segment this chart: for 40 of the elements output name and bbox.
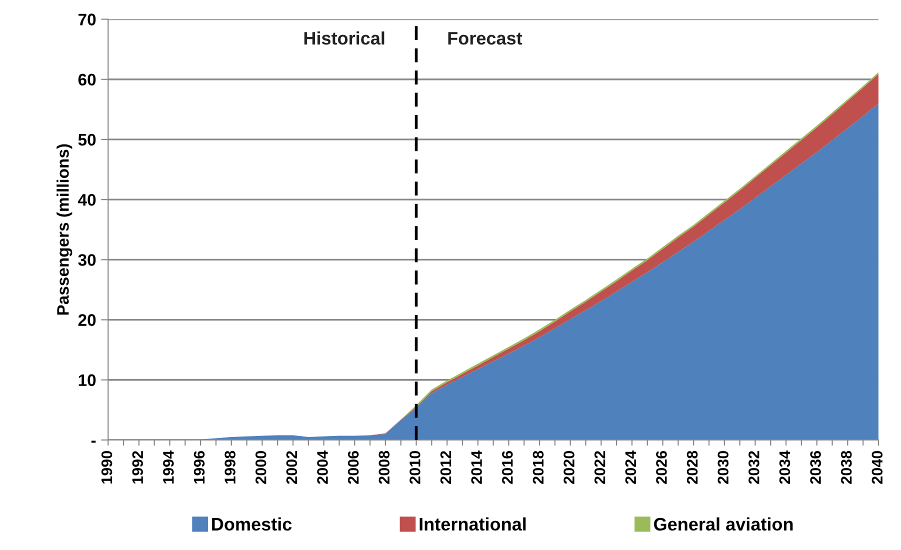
y-tick-label: 50 (78, 134, 96, 146)
x-tick-label: 2028 (686, 450, 698, 484)
x-tick-label: 2018 (532, 450, 544, 484)
x-tick-label: 2032 (748, 451, 760, 484)
x-tick-label: 2000 (255, 451, 266, 484)
x-tick-label: 2014 (471, 450, 482, 484)
x-tick-label: 2004 (317, 450, 328, 484)
y-tick-label: 70 (78, 14, 96, 26)
y-tick-label: 60 (78, 74, 96, 86)
y-tick-label: - (91, 440, 96, 443)
y-tick-label: 40 (78, 194, 96, 206)
annotation: Forecast (448, 32, 522, 45)
x-tick-label: 2040 (872, 451, 883, 484)
x-tick-label: 1996 (194, 450, 205, 484)
x-tick-label: 2002 (286, 451, 298, 484)
x-tick-label: 2030 (718, 451, 729, 484)
x-tick-label: 2008 (378, 450, 390, 484)
y-tick-label: 20 (78, 314, 96, 326)
y-tick-label: 10 (78, 374, 96, 386)
x-tick-label: 2022 (594, 451, 606, 484)
x-tick-label: 2026 (656, 450, 667, 484)
x-tick-label: 1998 (224, 450, 236, 484)
annotation: Historical (304, 31, 384, 45)
x-tick-label: 2010 (410, 451, 420, 484)
legend-label: General aviation (654, 517, 793, 531)
x-tick-label: 2006 (348, 450, 359, 484)
y-tick-label: 30 (78, 254, 96, 266)
x-tick-label: 2016 (502, 450, 513, 484)
x-tick-label: 2036 (810, 450, 821, 484)
y-axis-title: Passengers (millions) (56, 144, 72, 315)
x-tick-label: 2024 (625, 450, 636, 484)
legend-label: Domestic (212, 517, 292, 531)
x-tick-label: 2012 (440, 451, 452, 484)
x-tick-label: 2020 (564, 451, 574, 484)
x-tick-label: 1990 (101, 451, 112, 484)
x-tick-label: 1992 (132, 451, 144, 484)
x-tick-label: 1994 (163, 450, 174, 484)
x-tick-label: 2034 (779, 450, 790, 484)
x-tick-label: 2038 (840, 450, 852, 484)
legend-label: International (420, 517, 526, 531)
